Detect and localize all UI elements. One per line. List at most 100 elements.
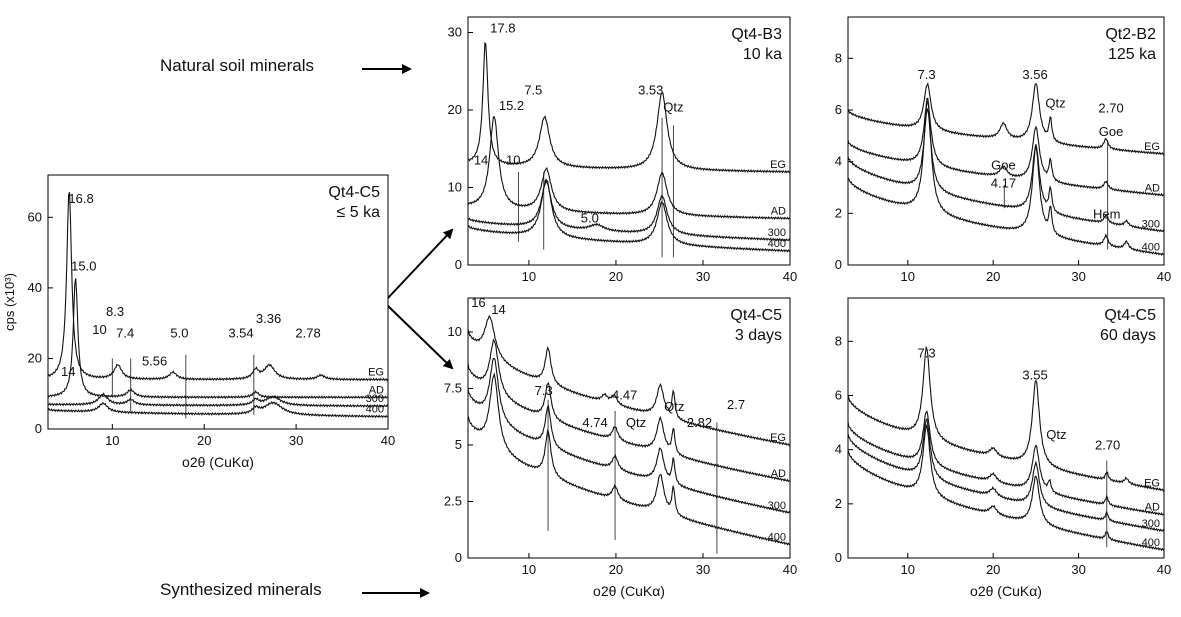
peak-label: 7.3 [918, 67, 936, 82]
panel-title: Qt4-C5 [730, 307, 782, 324]
y-tick-label: 20 [28, 350, 42, 365]
series-line-400 [467, 178, 791, 253]
panel-title: Qt4-C5 [328, 184, 380, 201]
x-tick-label: 20 [986, 562, 1000, 577]
y-tick-label: 0 [835, 550, 842, 565]
peak-label: 2.7 [727, 397, 745, 412]
peak-label: 15.0 [71, 258, 96, 273]
series-line-eg [847, 82, 1165, 156]
x-tick-label: 30 [696, 562, 710, 577]
y-tick-label: 2 [835, 496, 842, 511]
series-line-eg [47, 192, 389, 382]
peak-label: Qtz [1046, 427, 1066, 442]
x-tick-label: 30 [289, 433, 303, 448]
y-tick-label: 0 [455, 550, 462, 565]
x-axis-label: o2θ (CuKα) [182, 454, 254, 470]
peak-label: 7.5 [524, 83, 542, 98]
y-tick-label: 10 [448, 180, 462, 195]
series-line-ad [847, 410, 1165, 516]
peak-label: 2.70 [1095, 438, 1120, 453]
x-tick-label: 10 [105, 433, 119, 448]
series-line-300 [847, 417, 1165, 533]
y-tick-label: 5 [455, 437, 462, 452]
series-label-300: 300 [1142, 518, 1160, 530]
series-line-300 [47, 392, 389, 408]
series-label-ad: AD [771, 468, 786, 480]
x-tick-label: 40 [381, 433, 395, 448]
series-label-ad: AD [369, 384, 384, 396]
series-line-300 [467, 179, 791, 242]
peak-label: 17.8 [490, 21, 515, 36]
peak-label: 5.0 [581, 210, 599, 225]
y-tick-label: 6 [835, 102, 842, 117]
y-tick-label: 0 [35, 421, 42, 436]
x-tick-label: 10 [522, 562, 536, 577]
panel-subtitle: 60 days [1100, 327, 1156, 344]
arrow-to-synthesized-panel [387, 305, 454, 370]
x-tick-label: 40 [1157, 562, 1171, 577]
series-label-300: 300 [366, 393, 384, 405]
x-tick-label: 10 [522, 269, 536, 284]
peak-label: Goe [1099, 124, 1124, 139]
peak-label: Qtz [1045, 95, 1065, 110]
series-label-300: 300 [768, 500, 786, 512]
panel-title: Qt2-B2 [1105, 26, 1156, 43]
peak-label: 4.47 [612, 388, 637, 403]
peak-label: 14 [491, 302, 505, 317]
panel-title: Qt4-B3 [731, 26, 782, 43]
series-line-ad [467, 338, 791, 483]
peak-label: 3.53 [638, 83, 663, 98]
y-tick-label: 8 [835, 50, 842, 65]
x-axis-label: o2θ (CuKα) [970, 583, 1042, 599]
series-line-300 [467, 358, 791, 514]
series-line-eg [467, 41, 791, 174]
peak-label: 2.70 [1098, 101, 1123, 116]
peak-label: 3.56 [1022, 67, 1047, 82]
peak-label: 7.4 [116, 325, 134, 340]
peak-label: Qtz [626, 415, 646, 430]
peak-label: 7.3 [918, 346, 936, 361]
peak-label: 10 [506, 152, 520, 167]
y-tick-label: 6 [835, 388, 842, 403]
y-tick-label: 0 [455, 257, 462, 272]
y-tick-label: 7.5 [444, 380, 462, 395]
y-tick-label: 0 [835, 257, 842, 272]
y-tick-label: 2.5 [444, 493, 462, 508]
panel-subtitle: 125 ka [1108, 46, 1156, 63]
y-tick-label: 40 [28, 280, 42, 295]
annotation-synthesized: Synthesized minerals [160, 580, 322, 599]
series-line-400 [47, 400, 389, 419]
x-tick-label: 20 [609, 562, 623, 577]
annotation-natural: Natural soil minerals [160, 56, 314, 75]
x-tick-label: 30 [696, 269, 710, 284]
y-tick-label: 2 [835, 205, 842, 220]
chart-panel-p4: 10 20 30 4002468EGAD3004007.33.55Qtz2.70Qt4… [835, 297, 1171, 599]
peak-label: 3.54 [228, 325, 253, 340]
x-tick-label: 40 [783, 269, 797, 284]
peak-label: Qtz [664, 399, 684, 414]
series-line-ad [47, 278, 389, 400]
plot-frame [47, 174, 389, 430]
peak-label: 2.78 [295, 325, 320, 340]
series-line-400 [847, 97, 1165, 256]
peak-label: Hem [1093, 207, 1120, 222]
series-label-eg: EG [368, 367, 384, 379]
series-label-400: 400 [768, 238, 786, 250]
series-label-400: 400 [768, 531, 786, 543]
series-line-ad [467, 116, 791, 221]
arrow-to-natural-panel [387, 228, 454, 299]
series-label-300: 300 [1142, 218, 1160, 230]
y-tick-label: 60 [28, 209, 42, 224]
x-tick-label: 30 [1071, 562, 1085, 577]
series-label-ad: AD [771, 206, 786, 218]
peak-label: 16.8 [68, 191, 93, 206]
plot-frame [467, 16, 791, 266]
series-line-400 [847, 423, 1165, 552]
panel-subtitle: ≤ 5 ka [337, 204, 381, 221]
plot-frame [467, 297, 791, 559]
panel-title: Qt4-C5 [1104, 307, 1156, 324]
